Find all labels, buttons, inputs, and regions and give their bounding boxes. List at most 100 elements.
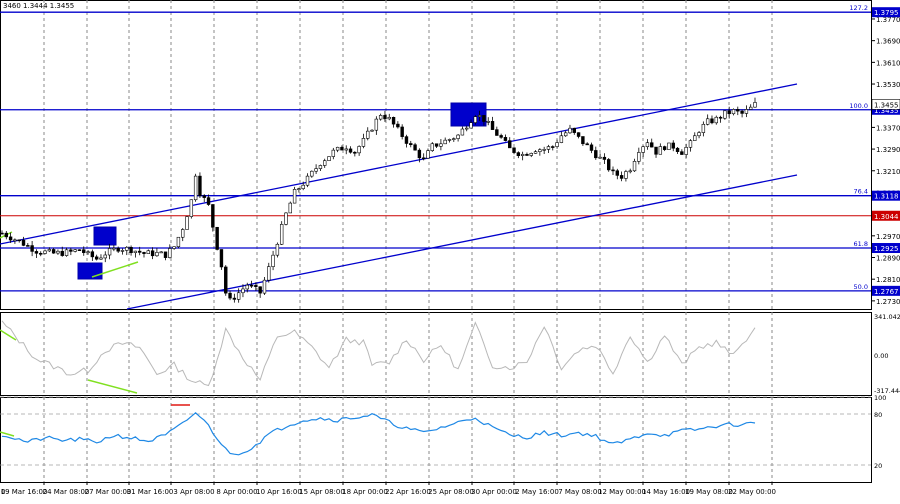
rsi-level-label: 100 [874, 394, 886, 402]
price-tick-label: 1.3290 [876, 146, 900, 154]
candle-bull [181, 229, 185, 238]
candle-bull [155, 252, 159, 257]
rsi-level-label: 20 [874, 462, 882, 470]
candle-bear [499, 135, 503, 138]
candle-bull [426, 150, 430, 159]
candle-bull [344, 148, 348, 151]
candle-bull [241, 288, 245, 294]
candle-bull [538, 149, 542, 153]
candle-bull [86, 251, 90, 254]
candle-bull [753, 102, 757, 108]
zone-2-box [77, 262, 103, 280]
candle-bear [206, 197, 211, 205]
x-axis-label: 19 May 08:00 [685, 488, 733, 496]
candle-bear [736, 109, 740, 112]
candle-bull [120, 250, 125, 252]
candle-bull [563, 132, 568, 137]
channel-lower-line [126, 174, 798, 310]
candle-bear [675, 147, 680, 152]
x-axis-label: 30 Apr 00:00 [471, 488, 517, 496]
candle-bull [361, 138, 366, 147]
resistance-tag: 1.3044 [874, 213, 899, 221]
candle-bull [469, 122, 473, 129]
fib-level-label: 50.0 [854, 283, 868, 291]
candle-bear [525, 153, 529, 156]
fib-price-tag-bg [872, 285, 900, 296]
fib-price-tag: 1.3435 [874, 107, 899, 115]
candle-bear [211, 204, 215, 228]
candle-bear [662, 146, 667, 150]
candle-bull [688, 140, 693, 148]
price-tick-label: 1.3210 [876, 168, 900, 176]
candle-bull [684, 146, 688, 155]
candle-bear [137, 250, 142, 253]
candle-bear [551, 146, 555, 148]
candle-bear [232, 297, 237, 300]
fib-level-label: 61.8 [854, 240, 868, 248]
candle-bear [0, 232, 4, 235]
candle-bull [335, 146, 340, 151]
price-tick-label: 1.3530 [876, 81, 900, 89]
candle-bull [370, 129, 374, 132]
candle-bull [297, 188, 301, 190]
candle-bear [508, 140, 512, 149]
cci-min-label: -317.444 [874, 387, 900, 395]
candle-bull [374, 118, 379, 131]
candle-bull [473, 116, 478, 123]
candle-bull [103, 254, 107, 259]
candle-bull [486, 121, 490, 123]
candle-bear [77, 249, 82, 251]
fib-price-tag: 1.2925 [874, 245, 899, 253]
candle-bear [490, 121, 495, 130]
candle-bear [60, 250, 64, 256]
x-axis-label: 24 Mar 08:00 [43, 488, 90, 496]
candle-bull [275, 243, 280, 256]
candle-bear [740, 110, 744, 114]
candle-bull [189, 199, 194, 217]
candle-bull [267, 266, 271, 281]
candle-bear [512, 147, 516, 153]
candle-bear [413, 144, 417, 151]
x-axis-label: 19 Mar 16:00 [1, 488, 48, 496]
candle-bear [594, 150, 598, 159]
candle-bull [288, 202, 292, 214]
candle-bull [271, 254, 275, 267]
x-axis-label: 14 May 16:00 [642, 488, 690, 496]
price-tick-label: 1.3690 [876, 38, 900, 46]
cci-divergence-line-1 [0, 329, 17, 341]
zone-1-box [93, 226, 117, 246]
fib-price-tag-bg [872, 7, 900, 18]
candle-bull [697, 132, 701, 137]
candle-bull [176, 236, 181, 247]
candle-bull [520, 153, 525, 156]
price-tick-label: 1.3370 [876, 124, 900, 132]
candle-bear [383, 115, 387, 120]
fib-level-label: 76.4 [854, 188, 868, 196]
candle-bull [331, 149, 336, 157]
cci-max-label: 341.0423 [874, 313, 900, 321]
candle-bull [387, 116, 391, 120]
candle-bull [632, 161, 637, 172]
candle-bear [116, 247, 120, 252]
candle-bull [279, 224, 284, 245]
cci-zero-label: 0.00 [874, 352, 888, 360]
candle-bear [615, 170, 620, 176]
fib-price-tag-bg [872, 190, 900, 201]
candle-bull [292, 189, 297, 204]
candle-bull [628, 170, 632, 173]
candle-bull [357, 146, 361, 154]
candle-bull [43, 250, 47, 254]
candle-bear [417, 149, 422, 159]
channel-upper-line [0, 83, 798, 245]
candle-bull [714, 116, 718, 124]
candle-bear [434, 143, 439, 147]
main-panel-frame [0, 0, 872, 310]
candle-bear [576, 132, 581, 137]
candle-bull [477, 115, 482, 117]
price-tick-label: 1.2890 [876, 255, 900, 263]
candle-bull [723, 110, 727, 119]
candle-bear [589, 144, 594, 151]
candle-bull [99, 257, 103, 260]
candle-bull [693, 135, 697, 141]
candle-bull [107, 248, 112, 256]
